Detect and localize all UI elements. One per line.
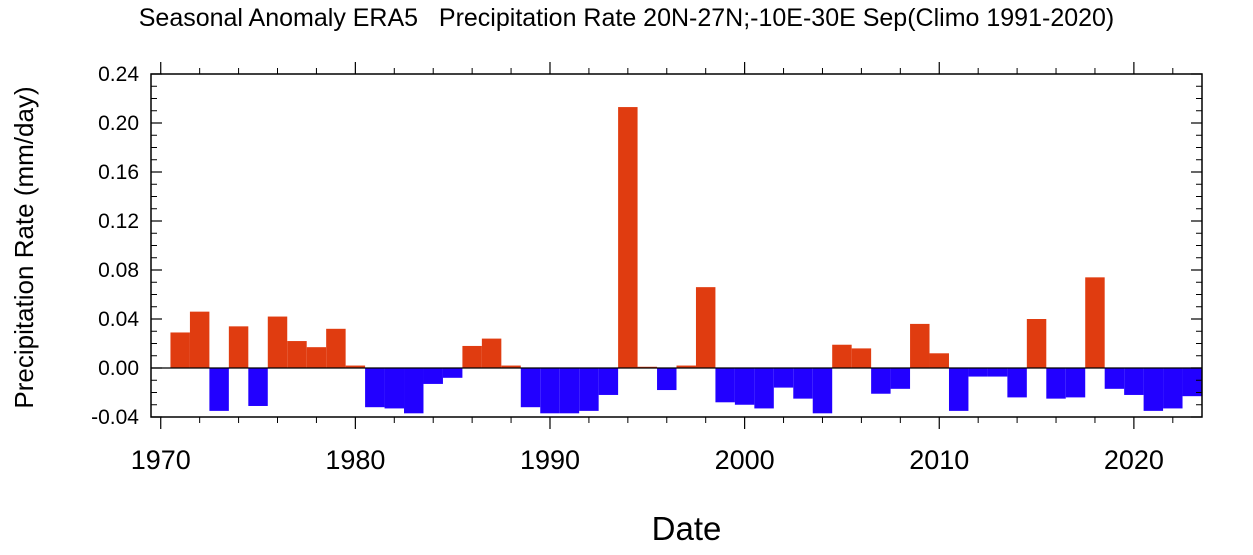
y-tick-label: 0.04 <box>98 308 139 331</box>
y-tick-label: 0.08 <box>98 259 139 282</box>
bar-2011 <box>948 368 969 411</box>
x-tick-label: 2020 <box>1104 445 1164 475</box>
bar-1998 <box>695 287 716 368</box>
bar-1989 <box>520 368 541 408</box>
x-tick-label: 2010 <box>909 445 969 475</box>
bar-1985 <box>442 368 463 378</box>
bar-1981 <box>365 368 385 408</box>
bar-1976 <box>267 316 288 368</box>
y-tick-label: 0.24 <box>98 63 139 86</box>
chart-title: Seasonal Anomaly ERA5 Precipitation Rate… <box>138 4 1115 32</box>
bar-2012 <box>968 368 988 377</box>
bar-2016 <box>1046 368 1066 399</box>
x-axis-label: Date <box>652 510 722 547</box>
bar-1975 <box>248 368 268 406</box>
bar-2015 <box>1026 319 1047 368</box>
bar-2005 <box>832 344 852 368</box>
bar-2021 <box>1143 368 1164 411</box>
y-tick-label: 0.00 <box>98 357 139 380</box>
bar-2013 <box>987 368 1008 377</box>
x-tick-label: 1990 <box>520 445 580 475</box>
bar-1993 <box>598 368 619 395</box>
bar-1987 <box>481 338 502 368</box>
bar-1984 <box>423 368 443 384</box>
bar-1982 <box>384 368 405 409</box>
bar-1996 <box>657 368 677 391</box>
y-tick-label: -0.04 <box>91 406 139 429</box>
bar-2001 <box>754 368 774 409</box>
ticks-group: -0.04 0.00 0.04 0.08 0.12 0.16 0.20 0.24 1970 198… <box>91 62 1202 475</box>
bar-1991 <box>559 368 580 414</box>
bar-1973 <box>209 368 229 411</box>
bar-2017 <box>1065 368 1086 398</box>
bar-1979 <box>326 328 346 368</box>
bar-1999 <box>715 368 735 403</box>
bar-2022 <box>1163 368 1183 409</box>
bar-1988 <box>501 365 521 368</box>
x-tick-label: 2000 <box>715 445 775 475</box>
bar-2009 <box>910 323 930 368</box>
bar-1994 <box>618 107 638 368</box>
bar-1986 <box>462 345 482 368</box>
bar-2023 <box>1182 368 1202 397</box>
y-tick-label: 0.20 <box>98 112 139 135</box>
bar-1971 <box>170 332 190 368</box>
y-tick-label: 0.12 <box>98 210 139 233</box>
bar-2004 <box>812 368 833 414</box>
bars-group <box>170 107 1202 414</box>
bar-2006 <box>851 348 872 368</box>
bar-1974 <box>228 326 249 368</box>
bar-2000 <box>734 368 755 405</box>
bar-1983 <box>404 368 424 414</box>
bar-2020 <box>1124 368 1144 395</box>
bar-2007 <box>871 368 891 394</box>
y-axis-label: Precipitation Rate (mm/day) <box>9 86 39 408</box>
bar-1997 <box>676 365 696 368</box>
x-tick-label: 1970 <box>131 445 191 475</box>
bar-1978 <box>306 347 327 368</box>
bar-2019 <box>1104 368 1125 389</box>
bar-2014 <box>1007 368 1027 398</box>
bar-2003 <box>793 368 813 399</box>
bar-1990 <box>540 368 560 414</box>
bar-1977 <box>287 341 307 368</box>
plot-frame <box>150 73 1203 418</box>
bar-2008 <box>890 368 911 389</box>
x-tick-label: 1980 <box>325 445 385 475</box>
y-tick-label: 0.16 <box>98 161 139 184</box>
bar-1992 <box>579 368 599 411</box>
bar-2018 <box>1085 277 1105 368</box>
bar-1980 <box>345 365 366 368</box>
bar-2010 <box>929 353 949 368</box>
bar-1995 <box>637 366 658 368</box>
bar-2002 <box>773 368 794 388</box>
bar-1972 <box>189 311 210 368</box>
